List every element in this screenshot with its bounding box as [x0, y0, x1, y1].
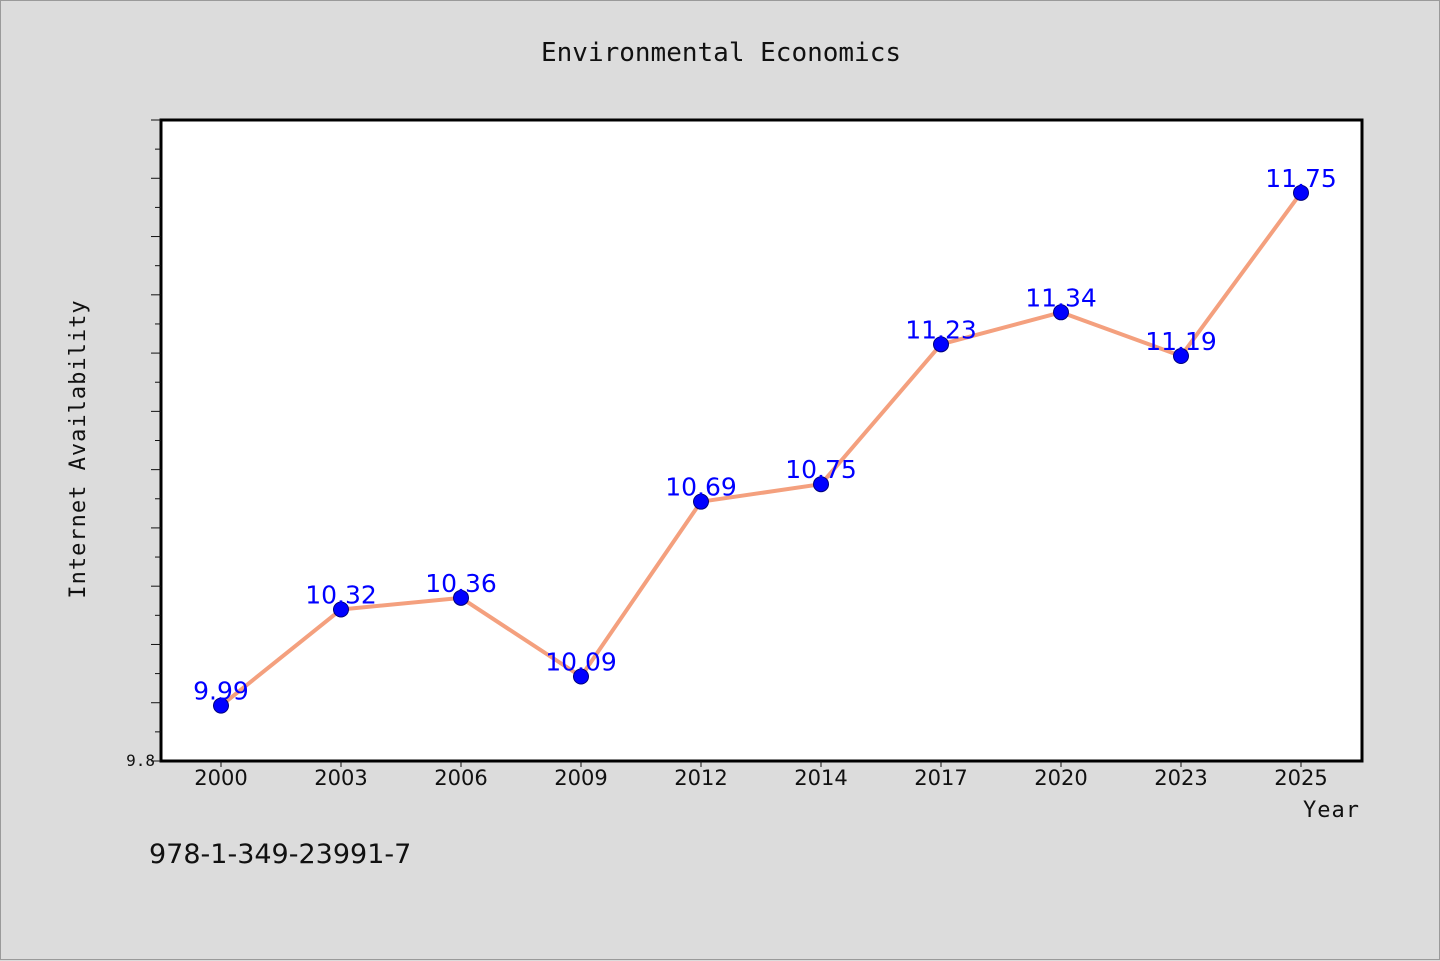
x-tick-label: 2000 — [194, 766, 247, 790]
data-label: 11.23 — [905, 315, 977, 344]
data-labels: 9.99 10.32 10.36 10.09 10.69 10.75 11.23 11.34 1… — [193, 164, 1337, 706]
data-label: 11.19 — [1145, 327, 1217, 356]
data-point — [1293, 184, 1309, 201]
series-line — [219, 191, 1303, 708]
data-label: 11.34 — [1025, 283, 1097, 312]
data-label: 10.36 — [425, 569, 497, 598]
data-label: 10.32 — [305, 580, 377, 609]
data-point — [813, 476, 829, 493]
series-markers — [213, 184, 1309, 714]
y-tick-label: 9.8 — [126, 751, 155, 770]
data-point — [453, 589, 469, 606]
chart-title: Environmental Economics — [541, 38, 901, 68]
data-point — [1053, 304, 1069, 321]
isbn-annotation: 978-1-349-23991-7 — [149, 839, 411, 870]
x-tick-label: 2025 — [1274, 766, 1327, 790]
x-tick-label: 2014 — [794, 766, 847, 790]
y-axis-title: Internet Availability — [66, 299, 91, 598]
data-label: 11.75 — [1265, 164, 1337, 193]
data-label: 10.75 — [785, 455, 857, 484]
plot-area — [159, 118, 1364, 763]
data-point — [693, 493, 709, 510]
x-tick-label: 2023 — [1154, 766, 1207, 790]
x-axis-title: Year — [1303, 798, 1360, 823]
x-tick-label: 2009 — [554, 766, 607, 790]
x-axis-ticks — [220, 761, 1302, 767]
x-axis-tick-labels: 2000 2003 2006 2009 2012 2014 2017 2020 2023 2025 — [194, 766, 1327, 790]
x-tick-label: 2017 — [914, 766, 967, 790]
data-point — [1173, 348, 1189, 365]
data-label: 10.09 — [545, 648, 617, 677]
x-tick-label: 2012 — [674, 766, 727, 790]
data-point — [333, 601, 349, 618]
y-axis-tick-labels: 9.8 — [126, 751, 155, 770]
data-point — [213, 697, 229, 714]
data-point — [573, 668, 589, 685]
x-tick-label: 2003 — [314, 766, 367, 790]
x-tick-label: 2006 — [434, 766, 487, 790]
x-tick-label: 2020 — [1034, 766, 1087, 790]
data-point — [933, 336, 949, 353]
data-label: 10.69 — [665, 473, 737, 502]
data-label: 9.99 — [193, 677, 249, 706]
y-axis-ticks — [151, 119, 161, 762]
